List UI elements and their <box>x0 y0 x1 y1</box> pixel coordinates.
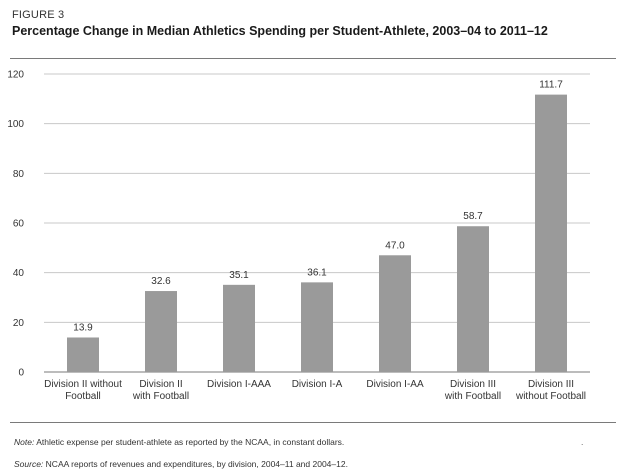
category-label-5: Division III with Football <box>444 379 501 402</box>
category-label-3-line-0: Division I-A <box>292 379 343 390</box>
value-label-1: 32.6 <box>151 276 171 287</box>
chart-frame <box>10 58 616 423</box>
bar-2 <box>223 284 255 372</box>
category-label-2-line-0: Division I-AAA <box>207 379 271 390</box>
value-label-2: 35.1 <box>229 270 249 281</box>
chart-title: Percentage Change in Median Athletics Sp… <box>12 24 548 38</box>
y-tick-label-20: 20 <box>13 318 25 329</box>
category-label-6: Division III without Football <box>515 379 586 402</box>
y-tick-label-100: 100 <box>7 119 24 130</box>
category-label-0-line-0: Division II without <box>44 379 122 390</box>
bar-6 <box>535 94 567 372</box>
chart-note: Note: Athletic expense per student-athle… <box>14 437 344 447</box>
category-label-2: Division I-AAA <box>207 379 271 390</box>
source-label: Source: <box>14 459 44 469</box>
figure-label: FIGURE 3 <box>12 9 65 21</box>
value-labels: 13.9 32.6 35.1 36.1 47.0 58.7 111.7 <box>73 80 563 334</box>
category-label-1-line-1: with Football <box>132 391 189 402</box>
category-label-1: Division II with Football <box>132 379 189 402</box>
category-label-6-line-1: without Football <box>515 391 586 402</box>
stray-mark: . <box>581 437 584 447</box>
y-axis-ticks: 0 20 40 60 80 100 120 <box>7 70 24 379</box>
bars <box>67 94 567 372</box>
category-label-3: Division I-A <box>292 379 343 390</box>
value-label-4: 47.0 <box>385 240 405 251</box>
value-label-3: 36.1 <box>307 267 327 278</box>
category-label-5-line-0: Division III <box>450 379 496 390</box>
bar-0 <box>67 337 99 372</box>
value-label-0: 13.9 <box>73 322 93 333</box>
note-label: Note: <box>14 437 35 447</box>
bar-3 <box>301 282 333 372</box>
value-label-5: 58.7 <box>463 211 483 222</box>
category-label-1-line-0: Division II <box>139 379 182 390</box>
category-label-5-line-1: with Football <box>444 391 501 402</box>
category-label-0: Division II without Football <box>44 379 122 402</box>
category-label-0-line-1: Football <box>65 391 101 402</box>
chart-source: Source: NCAA reports of revenues and exp… <box>14 459 348 469</box>
category-label-4-line-0: Division I-AA <box>366 379 424 390</box>
source-text: NCAA reports of revenues and expenditure… <box>45 459 348 469</box>
bar-1 <box>145 291 177 372</box>
bar-5 <box>457 226 489 372</box>
y-tick-label-80: 80 <box>13 169 25 180</box>
category-label-4: Division I-AA <box>366 379 424 390</box>
value-label-6: 111.7 <box>539 80 563 91</box>
bar-4 <box>379 255 411 372</box>
y-tick-label-60: 60 <box>13 219 25 230</box>
y-tick-label-120: 120 <box>7 70 24 81</box>
category-label-6-line-0: Division III <box>528 379 574 390</box>
note-text: Athletic expense per student-athlete as … <box>36 437 345 447</box>
y-tick-label-40: 40 <box>13 268 25 279</box>
y-tick-label-0: 0 <box>18 368 24 379</box>
